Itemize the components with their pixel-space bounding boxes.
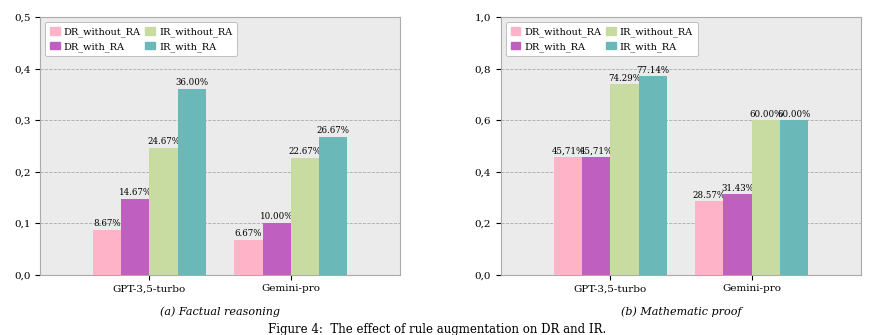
Bar	[724, 194, 752, 275]
Bar	[234, 241, 262, 275]
Text: 31.43%: 31.43%	[721, 184, 754, 193]
Bar	[290, 158, 319, 275]
Text: 22.67%: 22.67%	[289, 147, 321, 156]
Text: 14.67%: 14.67%	[119, 188, 152, 197]
Text: Figure 4:  The effect of rule augmentation on DR and IR.: Figure 4: The effect of rule augmentatio…	[269, 323, 606, 335]
Text: 10.00%: 10.00%	[260, 212, 293, 221]
Bar	[639, 76, 667, 275]
Text: 36.00%: 36.00%	[175, 78, 208, 87]
Bar	[696, 201, 724, 275]
Text: 8.67%: 8.67%	[94, 219, 121, 228]
Bar	[611, 83, 639, 275]
Text: 24.67%: 24.67%	[147, 137, 180, 146]
Bar	[178, 89, 206, 275]
Bar	[262, 223, 290, 275]
Bar	[752, 120, 780, 275]
Text: 60.00%: 60.00%	[778, 110, 811, 119]
Bar	[780, 120, 808, 275]
Bar	[93, 230, 121, 275]
Bar	[121, 199, 150, 275]
Legend: DR_without_RA, DR_with_RA, IR_without_RA, IR_with_RA: DR_without_RA, DR_with_RA, IR_without_RA…	[45, 22, 237, 56]
Text: 74.29%: 74.29%	[608, 73, 641, 82]
Text: (b) Mathematic proof: (b) Mathematic proof	[620, 306, 741, 317]
Bar	[150, 148, 178, 275]
Legend: DR_without_RA, DR_with_RA, IR_without_RA, IR_with_RA: DR_without_RA, DR_with_RA, IR_without_RA…	[506, 22, 698, 56]
Text: 45,71%: 45,71%	[551, 147, 584, 156]
Text: 26.67%: 26.67%	[317, 126, 350, 135]
Bar	[554, 157, 582, 275]
Bar	[582, 157, 611, 275]
Text: 77.14%: 77.14%	[636, 66, 669, 75]
Text: (a) Factual reasoning: (a) Factual reasoning	[160, 306, 280, 317]
Bar	[319, 137, 347, 275]
Text: 6.67%: 6.67%	[234, 229, 262, 238]
Text: 60.00%: 60.00%	[749, 110, 782, 119]
Text: 28.57%: 28.57%	[693, 191, 726, 200]
Text: 45,71%: 45,71%	[579, 147, 612, 156]
